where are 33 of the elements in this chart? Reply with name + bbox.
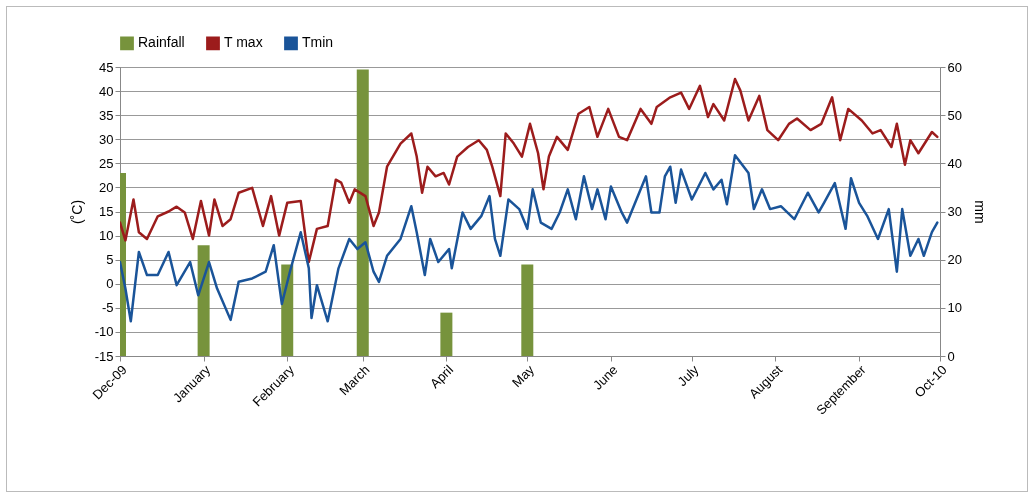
y2-tick-label: 20 xyxy=(947,252,962,268)
bar xyxy=(440,312,453,356)
y2-axis-title: mm xyxy=(971,200,988,224)
x-tick-label: July xyxy=(674,361,702,390)
y-tick-label: 5 xyxy=(106,252,114,268)
y2-tick-label: 0 xyxy=(947,348,955,364)
y-tick-label: -15 xyxy=(94,348,114,364)
line-series xyxy=(120,77,939,264)
y2-tick-label: 30 xyxy=(947,204,962,219)
legend-label: Tmin xyxy=(302,34,334,51)
y-tick-label: 20 xyxy=(99,179,114,195)
y-tick-label: -5 xyxy=(101,300,114,316)
y2-tick-label: 50 xyxy=(947,107,962,123)
legend-label: Rainfall xyxy=(138,34,185,51)
y2-tick-label: 40 xyxy=(947,155,962,171)
bar xyxy=(356,69,369,356)
y2-tick-label: 60 xyxy=(947,59,962,75)
bar xyxy=(521,264,534,356)
y2-tick-label: 10 xyxy=(947,300,962,316)
y-tick-label: 30 xyxy=(99,131,114,147)
bar xyxy=(197,245,210,356)
y-tick-label: 45 xyxy=(99,59,114,75)
y-tick-label: 35 xyxy=(99,107,114,123)
y-tick-label: -10 xyxy=(94,324,114,340)
y-tick-label: 10 xyxy=(99,228,114,244)
y-tick-label: 25 xyxy=(99,155,114,171)
y-tick-label: 15 xyxy=(99,204,114,219)
y-tick-label: 40 xyxy=(99,83,114,99)
x-tick-label: May xyxy=(509,361,538,391)
y-axis-title: (˚C) xyxy=(68,199,85,225)
line-series xyxy=(120,153,939,323)
y-tick-label: 0 xyxy=(106,276,114,292)
legend-label: T max xyxy=(224,34,263,51)
